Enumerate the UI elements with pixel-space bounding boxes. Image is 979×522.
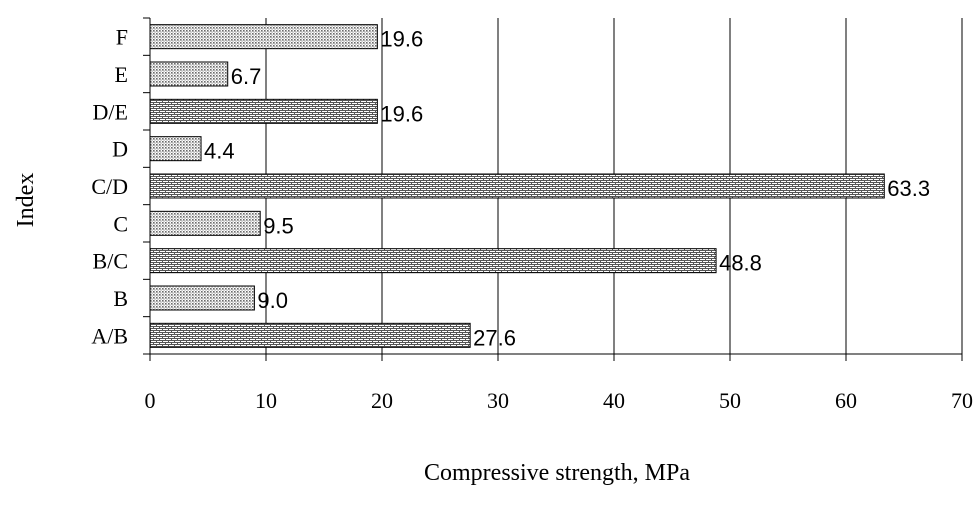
x-tick-label: 0 [145,388,156,413]
bar-d [149,136,202,162]
bar-c-d [149,173,885,199]
bar-b-c [149,248,717,274]
bar-value-label: 4.4 [204,139,235,164]
bar-value-label: 9.0 [257,288,288,313]
x-tick-label: 20 [371,388,393,413]
y-category-label: D/E [93,99,128,124]
x-tick-label: 40 [603,388,625,413]
bar-value-label: 48.8 [719,251,762,276]
bar-e [149,61,229,87]
x-tick-label: 50 [719,388,741,413]
bar-value-label: 19.6 [380,27,423,52]
x-tick-label: 30 [487,388,509,413]
x-tick-label: 60 [835,388,857,413]
x-tick-label: 70 [951,388,973,413]
bar-value-label: 63.3 [887,176,930,201]
bar-value-label: 19.6 [380,101,423,126]
bar-a-b [149,322,471,348]
y-category-label: E [115,62,128,87]
bar-b [149,285,255,311]
bar-f [149,24,378,50]
axes-group [143,17,963,361]
y-category-label: A/B [91,323,128,348]
bar-c [149,210,261,236]
y-category-label: B [113,286,128,311]
y-category-label: C/D [91,174,128,199]
bar-value-label: 6.7 [231,64,262,89]
y-category-label: D [112,137,128,162]
y-category-label: F [116,25,128,50]
bar-value-label: 9.5 [263,213,294,238]
y-category-label: B/C [93,249,128,274]
x-tick-label: 10 [255,388,277,413]
y-axis-title: Index [13,173,39,228]
bars-group [149,24,885,348]
y-category-label: C [113,211,128,236]
bar-value-label: 27.6 [473,325,516,350]
bar-d-e [149,98,378,124]
labels-group: 0 10 20 30 40 50 60 70 A/B 27.6 B 9.0 B/C 48.8 C 9.5 C/D… [91,25,973,413]
x-axis-title: Compressive strength, MPa [424,460,690,486]
